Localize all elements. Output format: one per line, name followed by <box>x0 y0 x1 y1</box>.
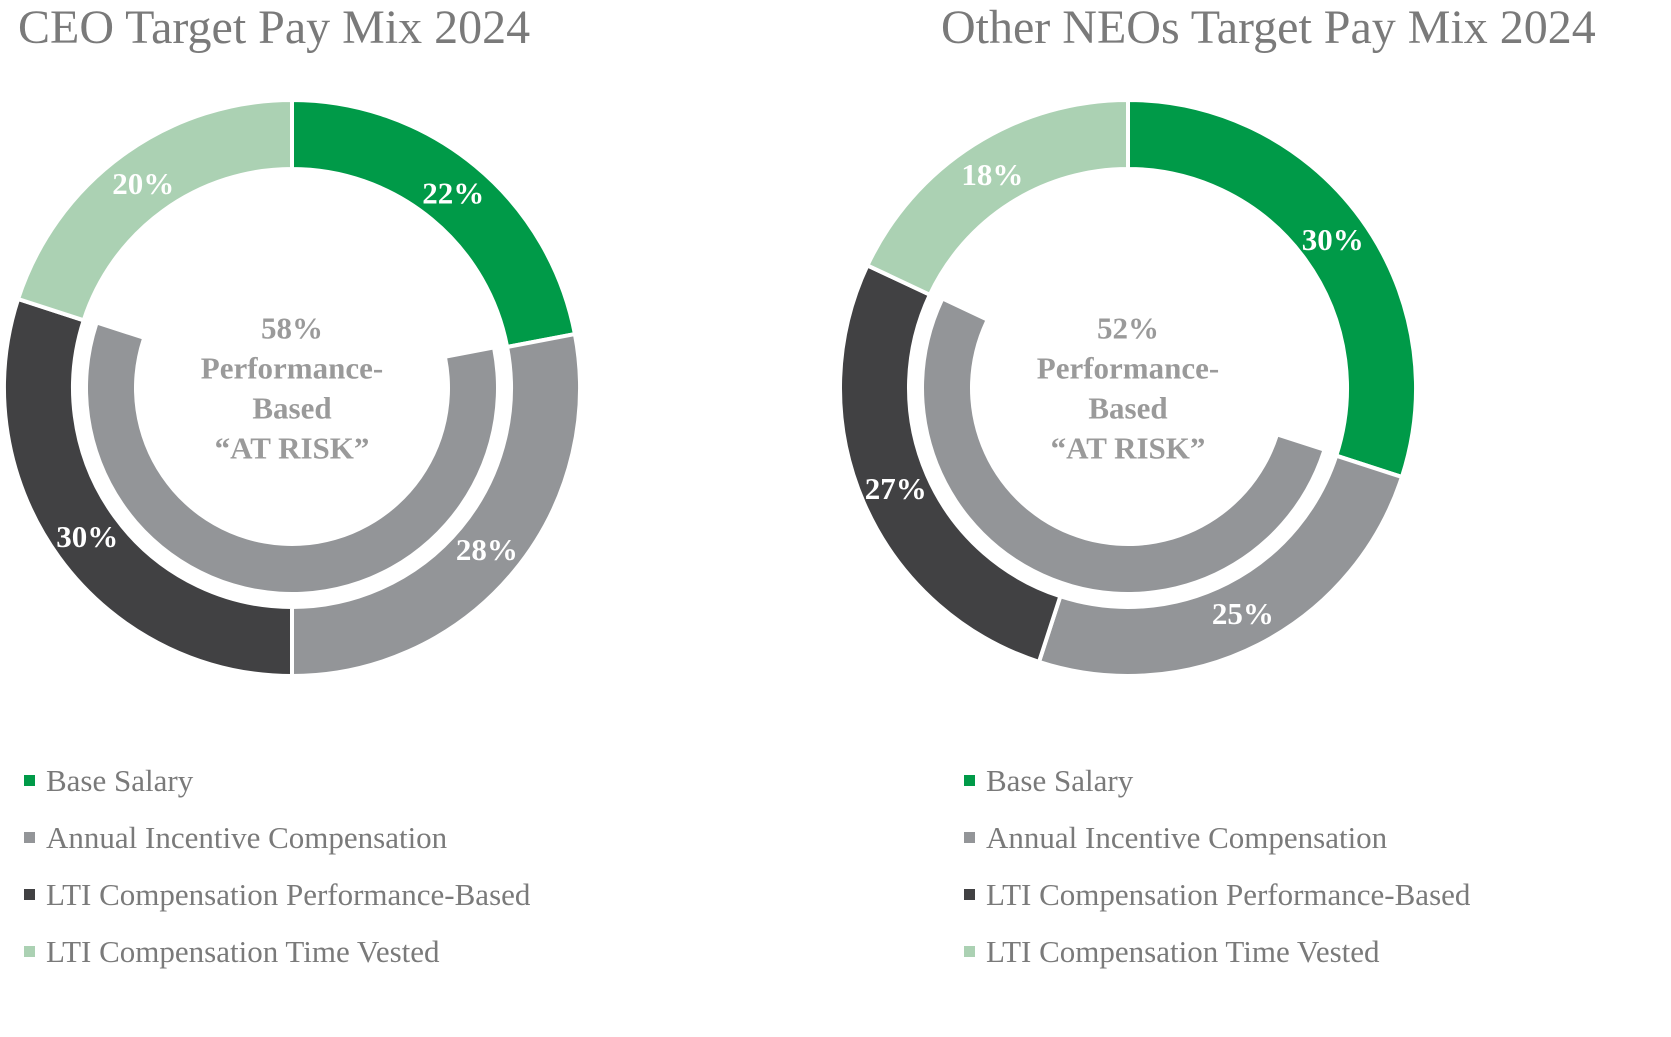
donut-slice-lti-compensation-performance-based <box>2 296 294 679</box>
center-at-risk-text: “AT RISK” <box>215 431 370 466</box>
legend-swatch <box>964 775 975 786</box>
inner-ring-at-risk-arc <box>88 324 497 592</box>
center-at-risk-text: “AT RISK” <box>1051 431 1206 466</box>
donut-slice-lti-compensation-time-vested <box>15 97 294 323</box>
legend-swatch <box>964 946 975 957</box>
legend-label: LTI Compensation Performance-Based <box>46 876 531 912</box>
legend-swatch <box>964 889 975 900</box>
legend-swatch <box>964 832 975 843</box>
slice-value-label: 27% <box>865 471 927 506</box>
center-at-risk-text: 52% <box>1097 311 1159 346</box>
chart-title: CEO Target Pay Mix 2024 <box>18 1 531 54</box>
slice-value-label: 18% <box>961 157 1023 192</box>
legend-label: LTI Compensation Time Vested <box>46 933 440 969</box>
donut-slice-lti-compensation-time-vested <box>864 97 1130 298</box>
slice-value-label: 28% <box>456 532 518 567</box>
legend-label: Annual Incentive Compensation <box>46 819 448 855</box>
center-at-risk-text: Performance- <box>1037 351 1219 386</box>
legend-label: Base Salary <box>46 762 194 798</box>
legend-item: Base Salary <box>24 752 530 809</box>
chart-title: Other NEOs Target Pay Mix 2024 <box>941 1 1596 54</box>
chart-legend: Base Salary Annual Incentive Compensatio… <box>964 752 1470 980</box>
legend-swatch <box>24 832 35 843</box>
donut-chart: 30% 25% 27% 18% 52% Performance- Based “AT RISK… <box>838 97 1418 678</box>
slice-value-label: 30% <box>1302 222 1364 257</box>
other-neos-chart-panel: Other NEOs Target Pay Mix 2024 30% 25% 27%… <box>836 0 1671 1037</box>
center-at-risk-text: Based <box>252 391 331 426</box>
slice-value-label: 22% <box>422 176 484 211</box>
legend-item: LTI Compensation Time Vested <box>24 923 530 980</box>
legend-item: LTI Compensation Performance-Based <box>24 866 530 923</box>
legend-swatch <box>24 775 35 786</box>
inner-ring-at-risk-arc <box>924 301 1323 592</box>
donut-slice-base-salary <box>1126 97 1418 480</box>
slice-value-label: 20% <box>112 166 174 201</box>
center-at-risk-text: Based <box>1088 391 1167 426</box>
legend-label: Annual Incentive Compensation <box>986 819 1388 855</box>
donut-slice-base-salary <box>290 97 578 350</box>
center-at-risk-text: Performance- <box>201 351 383 386</box>
ceo-chart-panel: CEO Target Pay Mix 2024 22% 28% 30% 20% 58% P… <box>0 0 835 1037</box>
legend-item: Base Salary <box>964 752 1470 809</box>
legend-item: Annual Incentive Compensation <box>964 809 1470 866</box>
slice-value-label: 25% <box>1212 596 1274 631</box>
legend-item: LTI Compensation Performance-Based <box>964 866 1470 923</box>
legend-label: LTI Compensation Performance-Based <box>986 876 1471 912</box>
legend-item: LTI Compensation Time Vested <box>964 923 1470 980</box>
legend-swatch <box>24 889 35 900</box>
legend-item: Annual Incentive Compensation <box>24 809 530 866</box>
legend-swatch <box>24 946 35 957</box>
slice-value-label: 30% <box>56 519 118 554</box>
legend-label: LTI Compensation Time Vested <box>986 933 1380 969</box>
center-at-risk-text: 58% <box>261 311 323 346</box>
chart-legend: Base Salary Annual Incentive Compensatio… <box>24 752 530 980</box>
legend-label: Base Salary <box>986 762 1134 798</box>
donut-chart: 22% 28% 30% 20% 58% Performance- Based “AT RISK… <box>2 97 582 679</box>
